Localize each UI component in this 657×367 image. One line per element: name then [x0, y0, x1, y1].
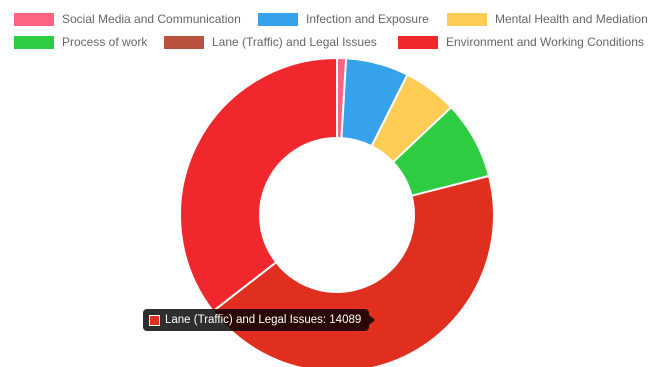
legend-item[interactable]: Process of work [14, 34, 147, 50]
doughnut-slice[interactable] [179, 56, 338, 313]
legend-color-swatch [14, 35, 54, 49]
chart-legend: Social Media and Communication Infection … [0, 0, 657, 56]
legend-item[interactable]: Social Media and Communication [14, 11, 241, 27]
legend-item[interactable]: Environment and Working Conditions [398, 34, 644, 50]
legend-color-swatch [14, 12, 54, 26]
legend-color-swatch [258, 12, 298, 26]
legend-label: Mental Health and Mediation [495, 12, 648, 26]
legend-color-swatch [447, 12, 487, 26]
legend-item[interactable]: Lane (Traffic) and Legal Issues [164, 34, 377, 50]
legend-label: Social Media and Communication [62, 12, 241, 26]
tooltip-text: Lane (Traffic) and Legal Issues: 14089 [165, 314, 362, 326]
legend-color-swatch [164, 35, 204, 49]
tooltip-color-swatch [149, 314, 160, 326]
legend-color-swatch [398, 35, 438, 49]
legend-label: Process of work [62, 35, 148, 49]
legend-item[interactable]: Mental Health and Mediation [447, 11, 648, 27]
legend-item[interactable]: Infection and Exposure [258, 11, 429, 27]
legend-label: Lane (Traffic) and Legal Issues [212, 35, 377, 49]
tooltip-caret [369, 315, 376, 325]
legend-label: Environment and Working Conditions [446, 35, 644, 49]
chart-tooltip: Lane (Traffic) and Legal Issues: 14089 [143, 309, 376, 331]
chart-slices [179, 56, 495, 367]
legend-label: Infection and Exposure [306, 12, 429, 26]
